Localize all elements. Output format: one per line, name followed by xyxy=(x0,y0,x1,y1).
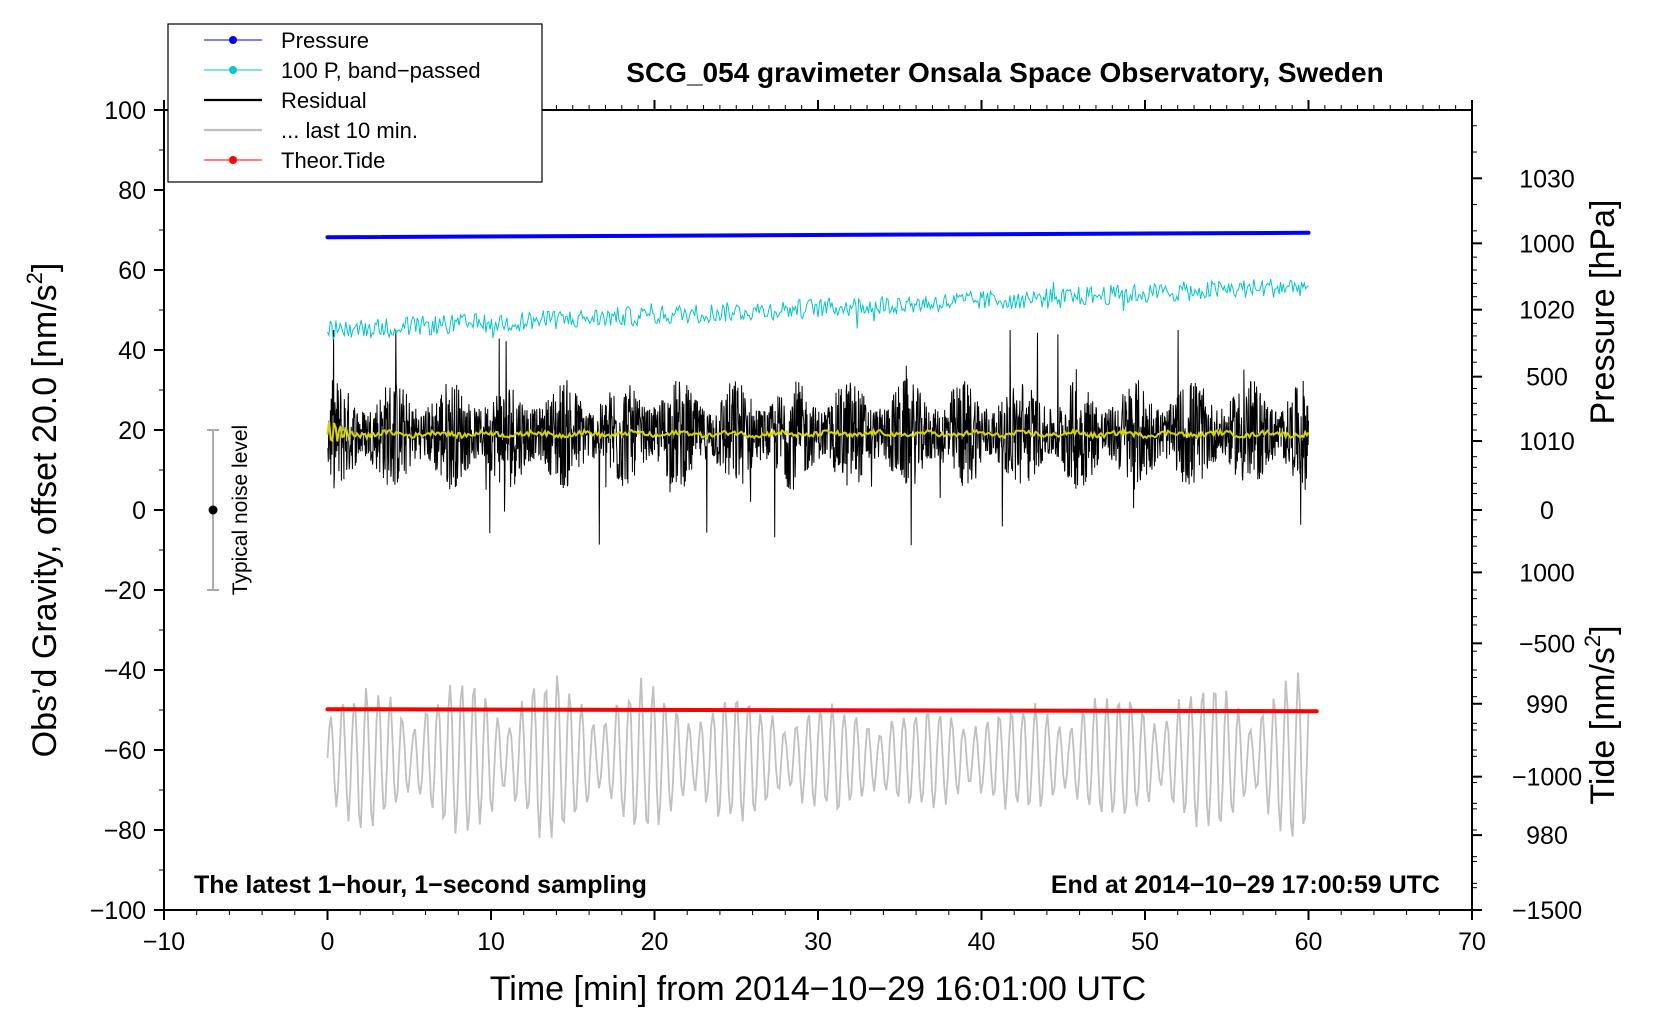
tide-tick-label-3: 0 xyxy=(1540,497,1554,525)
y-axis-tide-title-main: Tide [nm/s xyxy=(1584,647,1622,804)
x-tick-label-5: 40 xyxy=(968,928,996,956)
y-left-tick-label-4: −20 xyxy=(104,577,146,605)
legend-label-tide: Theor.Tide xyxy=(281,148,385,173)
ticks-layer: −10 0 10 20 30 40 50 60 70−100−80−60−40−20020406… xyxy=(90,97,1582,956)
y-left-tick-label-0: −100 xyxy=(90,897,146,925)
y-left-tick-label-10: 100 xyxy=(104,97,146,125)
legend-label-pressure: Pressure xyxy=(281,28,369,53)
legend-entry-bandpassed: 100 P, band−passed xyxy=(204,58,481,83)
x-tick-label-3: 20 xyxy=(641,928,669,956)
x-tick-label-8: 70 xyxy=(1458,928,1486,956)
series-band-passed xyxy=(327,278,1309,341)
pressure-tick-label-0: 980 xyxy=(1526,822,1568,850)
y-left-tick-label-1: −80 xyxy=(104,817,146,845)
y-left-tick-label-5: 0 xyxy=(132,497,146,525)
series-smoothed-residual xyxy=(326,421,1310,443)
legend-label-residual: Residual xyxy=(281,88,367,113)
legend-box xyxy=(167,23,543,183)
y-axis-left-title-main: Obs’d Gravity, offset 20.0 [nm/s xyxy=(26,284,64,757)
tide-tick-label-2: −500 xyxy=(1519,630,1575,658)
y-axis-left-title-sup: 2 xyxy=(22,272,47,284)
x-axis-title: Time [min] from 2014−10−29 16:01:00 UTC xyxy=(490,970,1146,1008)
pressure-tick-label-4: 1020 xyxy=(1519,297,1575,325)
y-left-tick-label-7: 40 xyxy=(118,337,146,365)
series-last-10-min xyxy=(326,672,1310,838)
legend-marker-tide xyxy=(229,156,237,164)
tide-tick-label-4: 500 xyxy=(1526,364,1568,392)
y-left-tick-label-6: 20 xyxy=(118,417,146,445)
pressure-tick-label-1: 990 xyxy=(1526,691,1568,719)
series-pressure xyxy=(325,230,1311,240)
y-left-tick-label-3: −40 xyxy=(104,657,146,685)
x-tick-label-0: −10 xyxy=(143,928,185,956)
legend-marker-pressure xyxy=(229,36,237,44)
annotation-left: The latest 1−hour, 1−second sampling xyxy=(194,871,647,899)
y-axis-left-title-end: ] xyxy=(26,263,64,272)
tide-tick-label-5: 1000 xyxy=(1519,230,1575,258)
tide-tick-label-0: −1500 xyxy=(1512,897,1582,925)
legend-entry-last10: ... last 10 min. xyxy=(204,118,418,143)
y-axis-tide-title-end: ] xyxy=(1584,625,1622,634)
series-residual xyxy=(327,329,1309,546)
y-left-tick-label-9: 80 xyxy=(118,177,146,205)
chart-title: SCG_054 gravimeter Onsala Space Observat… xyxy=(626,57,1383,88)
x-tick-label-4: 30 xyxy=(804,928,832,956)
legend-entry-residual: Residual xyxy=(204,88,367,113)
legend-label-last10: ... last 10 min. xyxy=(281,118,418,143)
legend-label-bandpassed: 100 P, band−passed xyxy=(281,58,481,83)
y-left-tick-label-2: −60 xyxy=(104,737,146,765)
plot-frame xyxy=(163,109,1473,911)
x-tick-label-6: 50 xyxy=(1131,928,1159,956)
series-layer xyxy=(325,230,1319,838)
x-tick-label-1: 0 xyxy=(321,928,335,956)
y-left-tick-label-8: 60 xyxy=(118,257,146,285)
tide-tick-label-1: −1000 xyxy=(1512,764,1582,792)
x-tick-label-2: 10 xyxy=(477,928,505,956)
series-theor-tide xyxy=(325,707,1319,714)
pressure-tick-label-3: 1010 xyxy=(1519,428,1575,456)
legend-entry-pressure: Pressure xyxy=(204,28,369,53)
legend-entry-tide: Theor.Tide xyxy=(204,148,385,173)
x-tick-label-7: 60 xyxy=(1295,928,1323,956)
noise-bar-dot xyxy=(208,505,218,515)
legend: Pressure 100 P, band−passed Residual ...… xyxy=(167,23,543,183)
annotation-right: End at 2014−10−29 17:00:59 UTC xyxy=(1051,871,1440,899)
noise-bar: Typical noise level xyxy=(207,425,252,595)
y-axis-pressure-title: Pressure [hPa] xyxy=(1584,200,1622,425)
y-axis-tide-title-sup: 2 xyxy=(1580,635,1605,647)
legend-marker-bandpassed xyxy=(229,66,237,74)
noise-bar-label: Typical noise level xyxy=(229,425,252,595)
pressure-tick-label-2: 1000 xyxy=(1519,559,1575,587)
y-axis-tide-title: Tide [nm/s2] xyxy=(1580,625,1622,804)
y-axis-left-title: Obs’d Gravity, offset 20.0 [nm/s2] xyxy=(22,263,64,758)
pressure-tick-label-5: 1030 xyxy=(1519,165,1575,193)
plot-area: −10 0 10 20 30 40 50 60 70−100−80−60−40−20020406… xyxy=(90,97,1582,956)
